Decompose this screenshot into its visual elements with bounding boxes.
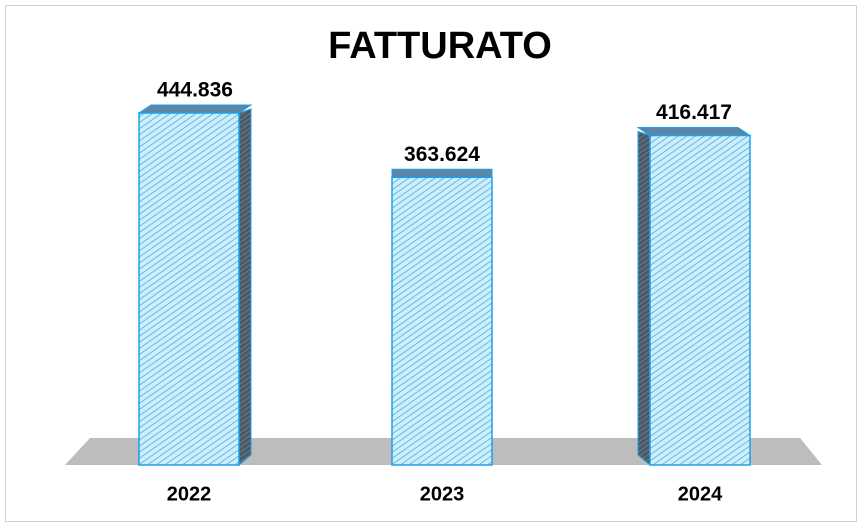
bar-side [238, 108, 252, 467]
bar [649, 134, 751, 466]
bar-top [391, 168, 493, 178]
value-label: 363.624 [404, 143, 480, 166]
x-tick-label: 2024 [678, 483, 723, 505]
value-label: 416.417 [656, 101, 732, 124]
value-label: 444.836 [157, 79, 233, 102]
bar [391, 176, 493, 466]
bars [137, 104, 752, 467]
chart-title: FATTURATO [328, 25, 552, 67]
bar-top [137, 104, 253, 114]
bar-side [637, 130, 651, 467]
bar [138, 112, 240, 466]
bar-top [636, 126, 752, 136]
x-tick-label: 2023 [420, 483, 465, 505]
x-tick-label: 2022 [167, 483, 212, 505]
